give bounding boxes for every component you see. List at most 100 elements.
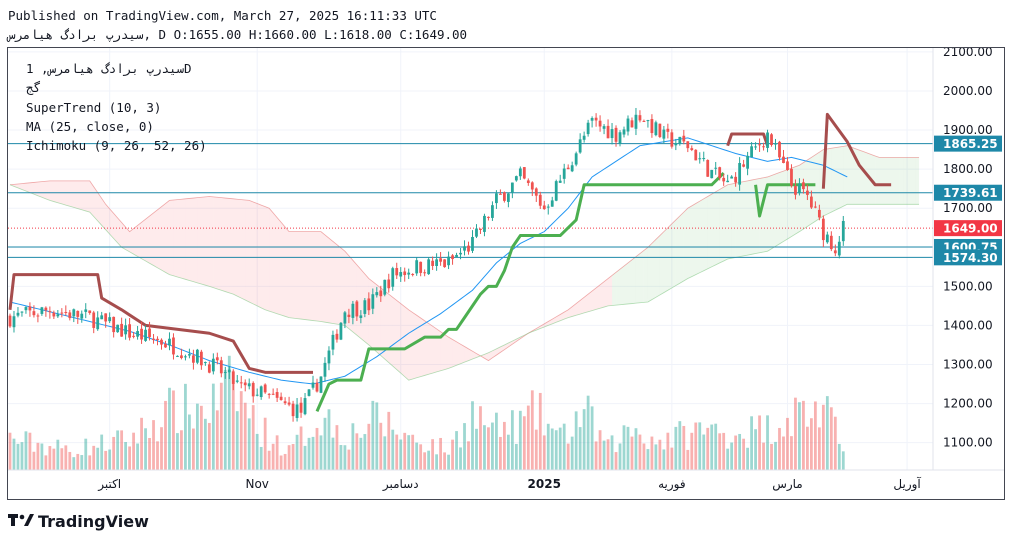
volume-bar — [68, 451, 72, 470]
cloud-segment — [807, 157, 812, 227]
candle-body — [495, 193, 498, 204]
volume-bar — [794, 397, 797, 470]
candle-body — [758, 144, 761, 146]
volume-bar — [128, 446, 132, 470]
volume-bar — [809, 418, 813, 470]
candle-body — [654, 122, 658, 136]
candle-body — [506, 193, 510, 202]
volume-bar — [279, 455, 283, 470]
candle-body — [750, 146, 753, 158]
candle-body — [140, 328, 143, 340]
cloud-segment — [241, 199, 246, 301]
cloud-segment — [751, 179, 756, 255]
volume-bar — [439, 437, 442, 470]
cloud-segment — [799, 162, 804, 232]
volume-bar — [415, 442, 419, 470]
candle-body — [407, 272, 411, 275]
cloud-segment — [847, 145, 852, 205]
volume-bar — [407, 435, 411, 470]
price-chart[interactable]: 1100.001200.001300.001400.001500.001600.… — [8, 48, 1004, 499]
cloud-segment — [727, 183, 732, 259]
candle-body — [638, 115, 642, 121]
y-tick-label: 1500.00 — [943, 279, 993, 293]
candle-body — [542, 205, 546, 210]
volume-bar — [778, 427, 781, 470]
price-level-badge — [934, 249, 1002, 266]
candle-body — [112, 316, 116, 333]
volume-bar — [817, 427, 821, 470]
candle-body — [279, 396, 283, 401]
cloud-segment — [871, 154, 876, 205]
volume-bar — [120, 430, 124, 470]
candle-body — [538, 194, 542, 206]
candle-body — [339, 322, 343, 340]
volume-bar — [164, 400, 167, 470]
candle-body — [678, 136, 682, 144]
volume-bar — [722, 432, 726, 470]
cloud-segment — [201, 196, 206, 286]
volume-bar — [331, 437, 335, 470]
candle-body — [821, 218, 825, 241]
volume-bar — [287, 445, 291, 470]
cloud-segment — [356, 264, 361, 339]
volume-bar — [742, 438, 746, 470]
candle-body — [80, 313, 84, 319]
x-tick-label: مارس — [772, 477, 803, 492]
volume-bar — [199, 405, 203, 470]
candle-body — [522, 167, 526, 179]
cloud-segment — [596, 284, 601, 310]
volume-bar — [626, 426, 630, 470]
candle-body — [618, 132, 622, 144]
volume-bar — [598, 430, 602, 470]
volume-bar — [782, 436, 785, 470]
candle-body — [195, 349, 199, 363]
cloud-segment — [229, 198, 234, 295]
candle-body — [136, 331, 139, 337]
cloud-segment — [875, 155, 880, 205]
candle-body — [662, 129, 666, 139]
cloud-segment — [165, 200, 170, 275]
volume-bar — [371, 400, 375, 470]
cloud-segment — [392, 297, 397, 370]
candle-body — [586, 122, 590, 135]
chart-frame[interactable]: 1100.001200.001300.001400.001500.001600.… — [7, 47, 1005, 500]
legend-ichimoku[interactable]: Ichimoku (9, 26, 52, 26) — [26, 138, 207, 153]
y-tick-label: 1400.00 — [943, 318, 993, 332]
volume-bar — [750, 416, 753, 470]
candle-body — [251, 382, 255, 397]
cloud-segment — [895, 157, 900, 205]
candle-body — [116, 324, 120, 333]
legend-ma[interactable]: MA (25, close, 0) — [26, 119, 154, 134]
cloud-segment — [675, 216, 680, 286]
candle-body — [451, 255, 454, 260]
candle-body — [650, 119, 654, 134]
candle-body — [383, 279, 387, 295]
candle-body — [395, 268, 399, 276]
candle-body — [164, 343, 167, 348]
volume-bar — [658, 439, 662, 470]
volume-bar — [802, 400, 805, 470]
volume-bar — [255, 433, 259, 470]
candle-body — [152, 338, 155, 341]
cloud-segment — [21, 183, 26, 192]
candle-body — [746, 155, 749, 169]
legend-supertrend[interactable]: SuperTrend (10, 3) — [26, 100, 162, 115]
candle-body — [479, 228, 482, 230]
candle-body — [96, 317, 100, 330]
candle-body — [56, 314, 60, 317]
volume-bar — [32, 451, 36, 470]
volume-bar — [774, 441, 777, 470]
candle-body — [674, 143, 678, 146]
volume-bar — [443, 452, 446, 470]
volume-bar — [614, 452, 618, 470]
candle-body — [88, 310, 92, 314]
candle-body — [698, 158, 702, 160]
volume-bar — [271, 443, 275, 470]
cloud-segment — [197, 197, 202, 285]
volume-bar — [219, 382, 223, 470]
volume-bar — [654, 444, 658, 470]
volume-bar — [634, 428, 638, 470]
volume-bar — [618, 443, 622, 470]
cloud-segment — [185, 198, 190, 281]
candle-body — [435, 259, 439, 266]
